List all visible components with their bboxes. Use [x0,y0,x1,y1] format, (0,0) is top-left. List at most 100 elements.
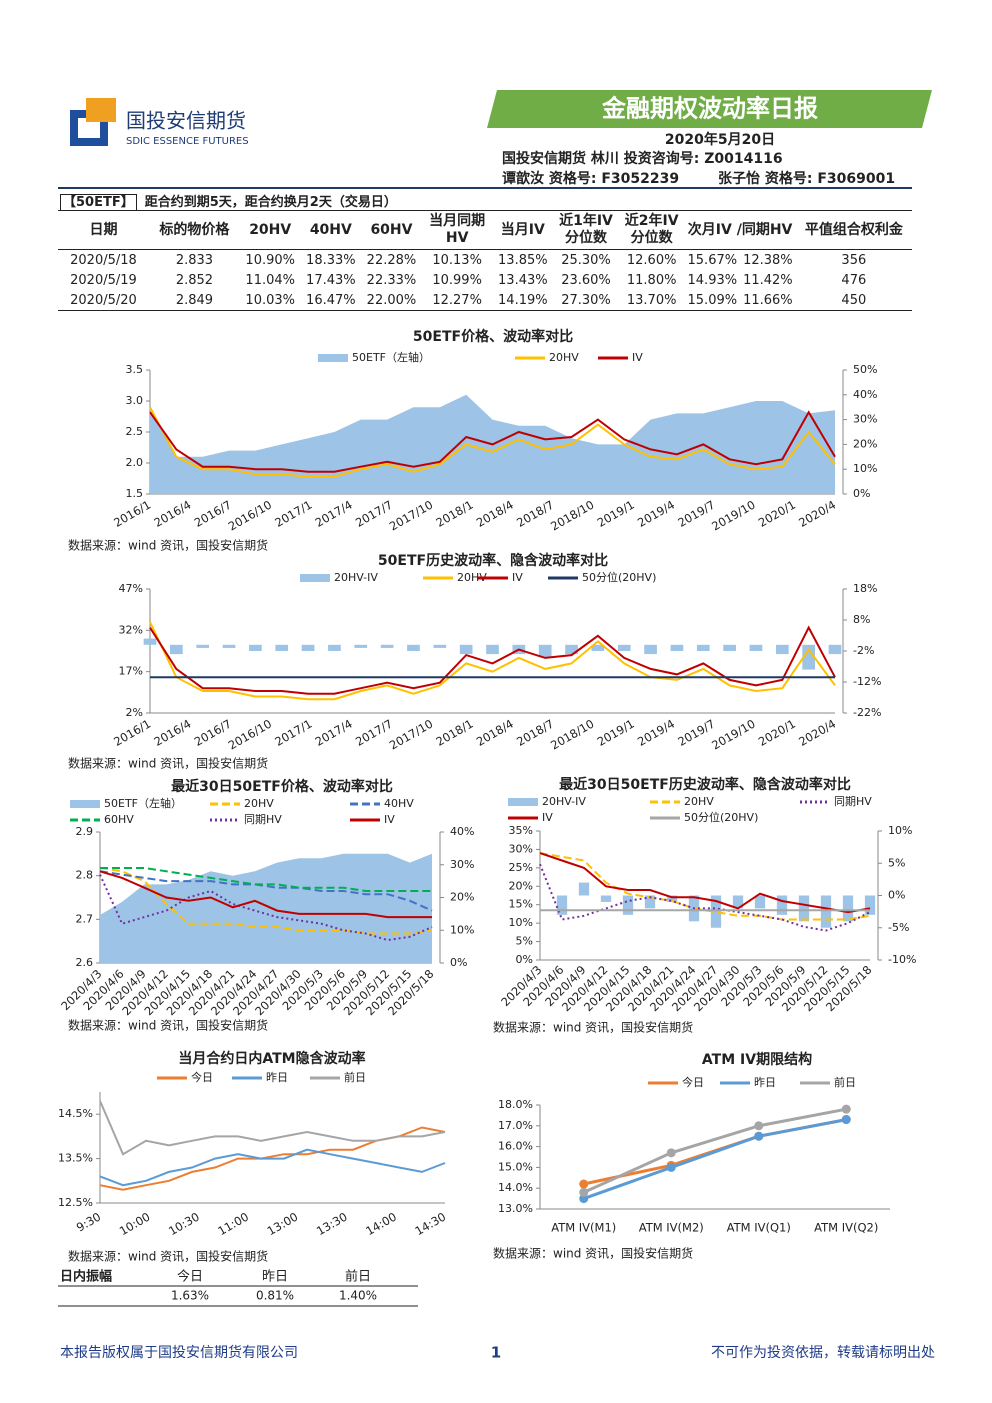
line [99,870,432,919]
cell: 16.47% [300,290,362,311]
bar [565,644,578,655]
row: 2020/5/18 2.833 10.90% 18.33% 22.28% 10.13% 13… [58,250,912,271]
bar [249,644,262,651]
legend-label: 昨日 [754,1076,776,1089]
cell: 476 [841,272,867,288]
y-tick-label: 3.0 [126,394,144,407]
amp-column: 今日 [177,1269,203,1285]
marker [754,1121,764,1131]
y2-tick-label: 10% [853,462,877,475]
marker [754,1131,764,1141]
x-tick-label: ATM IV(M2) [639,1221,704,1235]
bar [617,644,631,651]
legend-label: 20HV-IV [334,571,378,584]
marker [666,1148,676,1158]
x-tick-label: 13:30 [314,1210,350,1239]
y-tick-label: 17.0% [498,1119,533,1132]
y2-tick-label: -2% [853,644,874,657]
x-tick-label: 2016/1 [111,717,153,749]
bar [749,644,763,651]
x-tick-label: 2016/10 [226,717,274,753]
legend-label: 20HV-IV [542,795,586,808]
cell: 22.33% [366,272,417,288]
marker [841,1115,851,1125]
x-tick-label: 2018/10 [548,717,596,753]
x-tick-label: 2018/1 [434,498,476,530]
tag: 【50ETF】 距合约到期5天，距合约换月2天（交易日） [58,190,912,211]
y2-tick-label: 0% [450,956,467,969]
y-tick-label: 25% [509,861,533,874]
note: 距合约到期5天，距合约换月2天（交易日） [144,194,397,210]
bar [622,895,634,915]
x-tick-label: 2016/4 [151,498,193,530]
bar [670,644,684,651]
bar [222,644,236,648]
column-header: 60HV [361,210,422,250]
y2-tick-label: 18% [853,582,877,595]
x-tick-label: ATM IV(Q2) [814,1221,878,1235]
column-header: 平值组合权利金 [795,210,912,250]
report-title: 金融期权波动率日报 [601,94,818,123]
bar [696,644,710,651]
y-tick-label: 32% [119,623,143,636]
cell: 15.09% [684,290,741,311]
column-header: 20HV [239,210,301,250]
tag: 【50ETF】 [60,193,137,211]
row: 日期 标的物价格 20HV 40HV 60HV 当月同期HV 当月IV 近1年IV分位数 近2年… [58,210,912,250]
amp-value: 0.81% [256,1289,294,1303]
page-number: 1 [491,1344,501,1362]
legend-label: 20HV [549,351,579,364]
x-tick-label: 10:00 [117,1210,153,1239]
y-tick-label: 18.0% [498,1098,533,1111]
column-header: 当月同期HV [421,210,493,250]
y2-tick-label: 0% [888,889,905,902]
bar [354,644,368,648]
x-tick-label: 2016/10 [226,498,274,534]
legend-label: 昨日 [266,1071,288,1084]
cell: 25.30% [561,252,611,268]
bar [538,644,552,658]
legend-label: 20HV [684,795,714,808]
x-tick-label: 2019/10 [709,498,757,534]
bar [820,895,832,928]
y2-tick-label: 10% [888,824,912,837]
bar [407,644,420,651]
company-en: SDIC ESSENCE FUTURES [126,136,249,147]
cell: 18.33% [306,252,356,268]
bar [732,895,744,909]
amp-value: 1.40% [339,1289,377,1303]
line [539,852,871,914]
x-tick-label: 2018/10 [548,498,596,534]
cell: 11.80% [626,272,677,288]
x-tick-label: 2016/4 [151,717,193,749]
line [149,406,836,478]
y-tick-label: 47% [119,582,143,595]
cell: 17.43% [306,272,356,288]
legend-swatch [318,354,348,362]
x-tick-label: 11:00 [215,1210,251,1239]
footer-left: 本报告版权属于国投安信期货有限公司 [60,1344,298,1361]
y-tick-label: 30% [509,842,533,855]
bar [433,644,447,648]
analyst: 国投安信期货 林川 投资咨询号: Z0014116 [502,150,783,167]
analyst: 谭歆汝 资格号: F3052239 [502,170,679,187]
legend-label: 20HV [457,571,487,584]
line [539,852,871,921]
legend-label: 50ETF（左轴） [104,796,182,810]
x-tick-label: ATM IV(Q1) [727,1221,791,1235]
bar [775,644,789,655]
y-tick-label: 2.9 [76,825,94,838]
cell: 11.42% [743,272,793,288]
chart-title: 50ETF价格、波动率对比 [413,328,573,345]
x-tick-label: ATM IV(M1) [551,1221,616,1235]
y-tick-label: 20% [509,879,533,892]
x-tick-label: 14:00 [363,1210,399,1239]
amp-title: 日内振幅 [60,1269,112,1285]
cell: 2.852 [175,272,214,288]
legend-label: 60HV [104,813,134,826]
bar [301,644,315,651]
bar [666,895,678,902]
x-tick-label: 2019/10 [709,717,757,753]
